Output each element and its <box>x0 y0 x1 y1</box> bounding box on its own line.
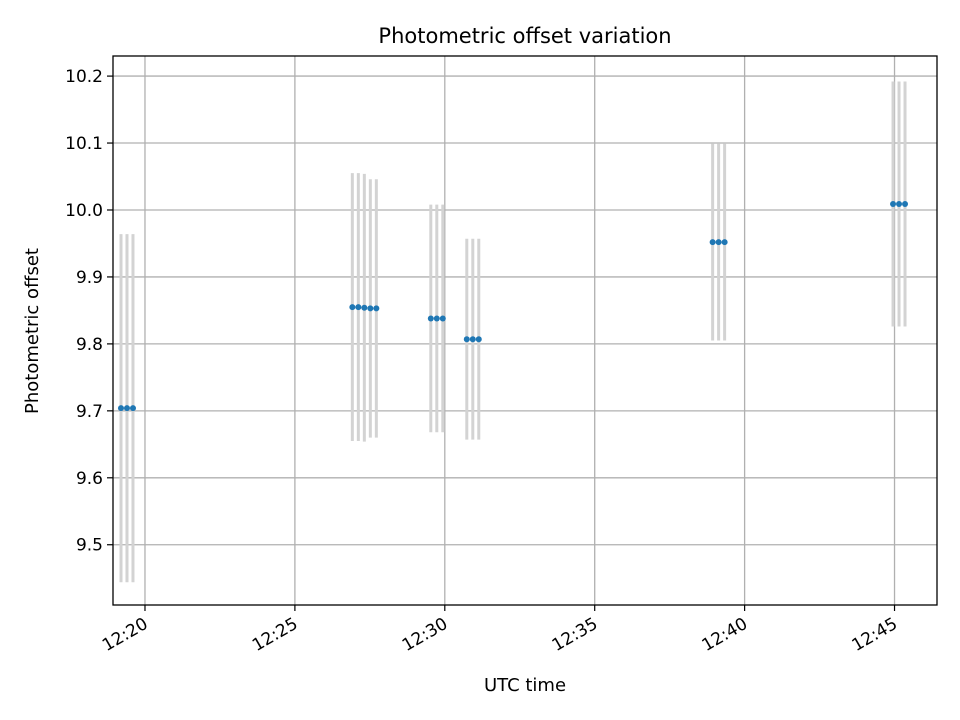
data-point <box>349 304 356 311</box>
data-point <box>709 239 716 246</box>
x-tick-label: 12:20 <box>99 614 151 656</box>
data-point <box>373 305 380 312</box>
error-bars <box>119 81 907 583</box>
y-tick-label: 10.1 <box>65 134 103 154</box>
data-point <box>367 305 374 312</box>
y-tick-label: 9.6 <box>76 469 103 489</box>
x-axis-ticks: 12:20 12:25 12:30 12:35 12:40 12:45 <box>99 605 901 656</box>
data-point <box>715 239 722 246</box>
x-axis-label: UTC time <box>484 675 566 696</box>
x-tick-label: 12:35 <box>549 614 601 656</box>
data-point <box>890 200 897 207</box>
plot-frame <box>112 55 938 606</box>
y-tick-label: 10.2 <box>65 67 103 87</box>
data-point <box>721 239 728 246</box>
data-point <box>433 315 440 322</box>
y-tick-label: 10.0 <box>65 201 103 221</box>
x-tick-label: 12:30 <box>399 614 451 656</box>
x-tick-label: 12:45 <box>849 614 901 656</box>
data-point <box>475 336 482 343</box>
y-axis-label: Photometric offset <box>22 248 43 414</box>
x-tick-label: 12:25 <box>249 614 301 656</box>
x-tick-label: 12:40 <box>699 614 751 656</box>
data-point <box>439 315 446 322</box>
data-point <box>896 200 903 207</box>
data-point <box>469 336 476 343</box>
chart-title: Photometric offset variation <box>378 24 671 48</box>
data-point <box>902 200 909 207</box>
grid-lines <box>113 56 937 605</box>
y-tick-label: 9.9 <box>76 268 103 288</box>
data-point <box>355 304 362 311</box>
data-point <box>427 315 434 322</box>
data-point <box>361 304 368 311</box>
data-point <box>463 336 470 343</box>
data-points <box>117 200 909 412</box>
data-point <box>117 405 124 412</box>
y-tick-label: 9.8 <box>76 335 103 355</box>
data-point <box>123 405 130 412</box>
y-tick-label: 9.5 <box>76 536 103 556</box>
y-tick-label: 9.7 <box>76 402 103 422</box>
y-axis-ticks: 9.5 9.6 9.7 9.8 9.9 10.0 10.1 10.2 <box>65 67 113 556</box>
data-point <box>129 405 136 412</box>
